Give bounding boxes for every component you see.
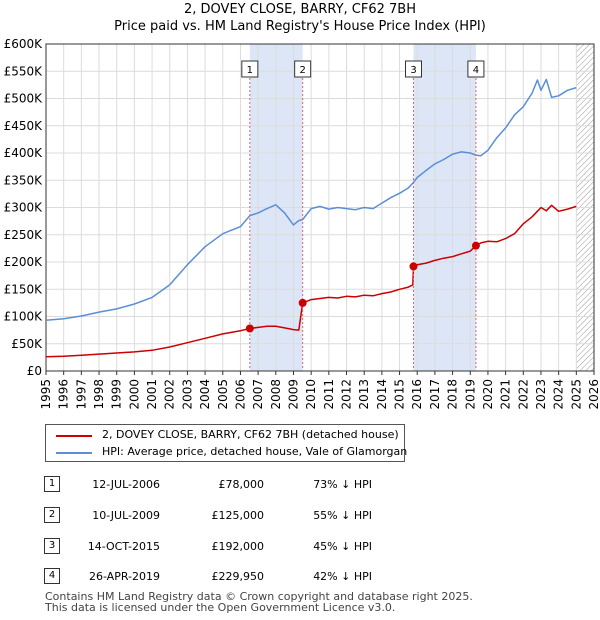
sale-point bbox=[409, 262, 418, 271]
y-tick-label: £100K bbox=[4, 310, 44, 324]
x-tick-label: 1998 bbox=[92, 379, 106, 410]
x-tick-label: 2011 bbox=[322, 379, 336, 410]
transaction-row: 2 10-JUL-2009 £125,000 55% ↓ HPI bbox=[0, 505, 600, 525]
x-tick-label: 2009 bbox=[286, 379, 300, 410]
x-tick-label: 2002 bbox=[163, 379, 177, 410]
y-tick-label: £350K bbox=[4, 173, 44, 187]
footer-licence: This data is licensed under the Open Gov… bbox=[45, 601, 396, 614]
series-line-hpi bbox=[45, 78, 577, 322]
transaction-price: £78,000 bbox=[218, 478, 265, 491]
marker-box bbox=[405, 60, 423, 78]
x-tick-label: 1997 bbox=[74, 379, 88, 410]
sale-point bbox=[298, 298, 307, 307]
y-tick-label: £0 bbox=[27, 364, 42, 378]
x-tick-label: 2003 bbox=[180, 379, 194, 410]
x-tick-label: 2004 bbox=[198, 379, 212, 410]
legend-swatch-property bbox=[56, 435, 92, 437]
transaction-row: 4 26-APR-2019 £229,950 42% ↓ HPI bbox=[0, 566, 600, 586]
x-tick-label: 2021 bbox=[499, 379, 513, 410]
transaction-price: £192,000 bbox=[211, 540, 265, 553]
series-line-property bbox=[45, 204, 577, 358]
y-tick-label: £400K bbox=[4, 146, 44, 160]
marker-label: 1 bbox=[247, 65, 253, 76]
y-tick-label: £550K bbox=[4, 64, 44, 78]
footer-copyright: Contains HM Land Registry data © Crown c… bbox=[45, 590, 473, 603]
y-tick-label: £250K bbox=[4, 228, 44, 242]
x-tick-label: 2026 bbox=[587, 379, 600, 410]
y-tick-label: £600K bbox=[4, 37, 44, 51]
x-tick-label: 2000 bbox=[127, 379, 141, 410]
chart-legend: 2, DOVEY CLOSE, BARRY, CF62 7BH (detache… bbox=[45, 424, 408, 462]
x-tick-label: 2010 bbox=[304, 379, 318, 410]
legend-swatch-hpi bbox=[56, 452, 92, 454]
y-tick-label: £300K bbox=[4, 201, 44, 215]
transaction-date: 10-JUL-2009 bbox=[92, 509, 160, 522]
x-tick-label: 2018 bbox=[446, 379, 460, 410]
marker-box bbox=[241, 60, 259, 78]
x-tick-label: 2025 bbox=[569, 379, 583, 410]
y-tick-label: £50K bbox=[11, 337, 43, 351]
x-tick-label: 2016 bbox=[410, 379, 424, 410]
plot-border bbox=[45, 43, 595, 372]
transaction-date: 14-OCT-2015 bbox=[87, 540, 160, 553]
y-tick-label: £200K bbox=[4, 255, 44, 269]
marker-box bbox=[294, 60, 312, 78]
transaction-hpi-diff: 55% ↓ HPI bbox=[313, 509, 372, 522]
transaction-number: 3 bbox=[44, 538, 60, 554]
legend-label-hpi: HPI: Average price, detached house, Vale… bbox=[102, 445, 408, 458]
x-tick-label: 2019 bbox=[463, 379, 477, 410]
transaction-number: 2 bbox=[44, 507, 60, 523]
transaction-hpi-diff: 73% ↓ HPI bbox=[313, 478, 372, 491]
x-tick-label: 1996 bbox=[57, 379, 71, 410]
x-tick-label: 2013 bbox=[357, 379, 371, 410]
x-tick-label: 2022 bbox=[516, 379, 530, 410]
sale-point bbox=[245, 324, 254, 333]
transaction-number: 4 bbox=[44, 568, 60, 584]
x-tick-label: 2012 bbox=[340, 379, 354, 410]
marker-box bbox=[467, 60, 485, 78]
transaction-price: £229,950 bbox=[211, 570, 265, 583]
sale-point bbox=[471, 241, 480, 250]
transaction-number: 1 bbox=[44, 476, 60, 492]
transaction-row: 1 12-JUL-2006 £78,000 73% ↓ HPI bbox=[0, 474, 600, 494]
transaction-price: £125,000 bbox=[211, 509, 265, 522]
x-tick-label: 2005 bbox=[216, 379, 230, 410]
x-tick-label: 2008 bbox=[269, 379, 283, 410]
transaction-hpi-diff: 42% ↓ HPI bbox=[313, 570, 372, 583]
marker-label: 3 bbox=[410, 65, 416, 76]
x-tick-label: 1995 bbox=[39, 379, 53, 410]
x-tick-label: 2023 bbox=[534, 379, 548, 410]
chart-title: 2, DOVEY CLOSE, BARRY, CF62 7BH bbox=[184, 2, 416, 17]
x-tick-label: 2017 bbox=[428, 379, 442, 410]
transaction-date: 26-APR-2019 bbox=[88, 570, 160, 583]
legend-item-hpi: HPI: Average price, detached house, Vale… bbox=[46, 444, 408, 461]
legend-item-property: 2, DOVEY CLOSE, BARRY, CF62 7BH (detache… bbox=[46, 427, 404, 444]
x-tick-label: 1999 bbox=[110, 379, 124, 410]
transaction-row: 3 14-OCT-2015 £192,000 45% ↓ HPI bbox=[0, 536, 600, 556]
x-tick-label: 2024 bbox=[552, 379, 566, 410]
transaction-hpi-diff: 45% ↓ HPI bbox=[313, 540, 372, 553]
x-tick-label: 2001 bbox=[145, 379, 159, 410]
y-tick-label: £450K bbox=[4, 119, 44, 133]
marker-label: 4 bbox=[473, 65, 479, 76]
x-tick-label: 2014 bbox=[375, 379, 389, 410]
x-tick-label: 2007 bbox=[251, 379, 265, 410]
legend-label-property: 2, DOVEY CLOSE, BARRY, CF62 7BH (detache… bbox=[102, 428, 399, 441]
price-chart: 1995 1996 1997 1998 1999 2000 2001 2002 2003 2004… bbox=[4, 37, 600, 410]
y-tick-label: £150K bbox=[4, 282, 44, 296]
x-tick-label: 2015 bbox=[393, 379, 407, 410]
transaction-date: 12-JUL-2006 bbox=[92, 478, 160, 491]
x-tick-label: 2006 bbox=[233, 379, 247, 410]
chart-subtitle: Price paid vs. HM Land Registry's House … bbox=[114, 19, 486, 34]
marker-label: 2 bbox=[299, 65, 305, 76]
y-tick-label: £500K bbox=[4, 92, 44, 106]
x-tick-label: 2020 bbox=[481, 379, 495, 410]
